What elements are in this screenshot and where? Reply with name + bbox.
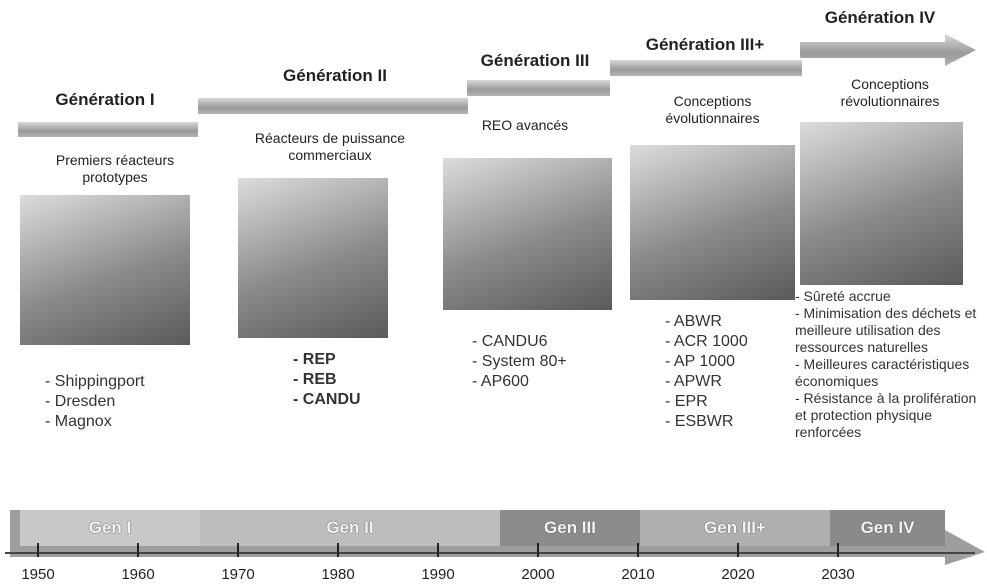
list-item: - EPR — [665, 392, 748, 412]
photo — [20, 195, 190, 345]
list-item: - ESBWR — [665, 412, 748, 432]
gen-description: Conceptions évolutionnaires — [645, 93, 780, 127]
year-label: 1990 — [413, 566, 463, 583]
list-item: - Shippingport — [45, 372, 145, 392]
year-label: 2020 — [713, 566, 763, 583]
reactor-list: - Shippingport - Dresden - Magnox — [45, 372, 145, 432]
list-item: - AP 1000 — [665, 352, 748, 372]
year-label: 1980 — [313, 566, 363, 583]
year-tick — [637, 543, 639, 557]
year-tick — [437, 543, 439, 557]
gen-bar — [18, 122, 198, 137]
year-tick — [337, 543, 339, 557]
timeline-band: Gen III+ — [640, 510, 830, 546]
year-label: 2000 — [513, 566, 563, 583]
gen-description: Premiers réacteurs prototypes — [30, 152, 200, 186]
list-item: - ACR 1000 — [665, 332, 748, 352]
timeline-band: Gen II — [200, 510, 500, 546]
list-item: - Magnox — [45, 412, 145, 432]
gen-title: Génération III — [455, 51, 615, 71]
year-label: 1950 — [13, 566, 63, 583]
photo — [800, 122, 963, 285]
list-item: - System 80+ — [472, 352, 567, 372]
reactor-list: - REP - REB - CANDU — [293, 350, 361, 410]
timeline-band: Gen I — [20, 510, 200, 546]
list-item: - REB — [293, 370, 361, 390]
list-item: - APWR — [665, 372, 748, 392]
list-item: - AP600 — [472, 372, 567, 392]
gen-arrow — [800, 34, 980, 68]
list-item: - CANDU6 — [472, 332, 567, 352]
diagram: Génération I Premiers réacteurs prototyp… — [0, 0, 987, 588]
year-tick — [237, 543, 239, 557]
gen-description: REO avancés — [455, 117, 595, 134]
list-item: - ABWR — [665, 312, 748, 332]
feature-list: - Sûreté accrue - Minimisation des déche… — [795, 288, 987, 441]
year-tick — [137, 543, 139, 557]
gen-bar — [198, 98, 468, 114]
year-tick — [537, 543, 539, 557]
timeline-band: Gen III — [500, 510, 640, 546]
year-label: 2030 — [813, 566, 863, 583]
year-tick — [737, 543, 739, 557]
list-item: - CANDU — [293, 390, 361, 410]
reactor-list: - ABWR - ACR 1000 - AP 1000 - APWR - EPR… — [665, 312, 748, 432]
gen-title: Génération I — [15, 90, 195, 110]
gen-title: Génération III+ — [620, 35, 790, 55]
gen-title: Génération IV — [800, 8, 960, 28]
list-item: - REP — [293, 350, 361, 370]
photo — [443, 158, 612, 310]
year-tick — [837, 543, 839, 557]
gen-bar — [467, 80, 610, 96]
year-label: 2010 — [613, 566, 663, 583]
gen-description: Réacteurs de puissance commerciaux — [225, 130, 435, 164]
year-label: 1960 — [113, 566, 163, 583]
timeline-band: Gen IV — [830, 510, 945, 546]
list-item: - Minimisation des déchets et meilleure … — [795, 305, 987, 356]
list-item: - Meilleures caractéristiques économique… — [795, 356, 987, 390]
list-item: - Sûreté accrue — [795, 288, 987, 305]
gen-title: Génération II — [245, 66, 425, 86]
photo — [630, 145, 795, 300]
list-item: - Résistance à la prolifération et prote… — [795, 390, 987, 441]
list-item: - Dresden — [45, 392, 145, 412]
reactor-list: - CANDU6 - System 80+ - AP600 — [472, 332, 567, 392]
gen-bar — [610, 60, 802, 76]
year-label: 1970 — [213, 566, 263, 583]
year-tick — [37, 543, 39, 557]
gen-description: Conceptions révolutionnaires — [815, 76, 965, 110]
photo — [238, 178, 388, 338]
